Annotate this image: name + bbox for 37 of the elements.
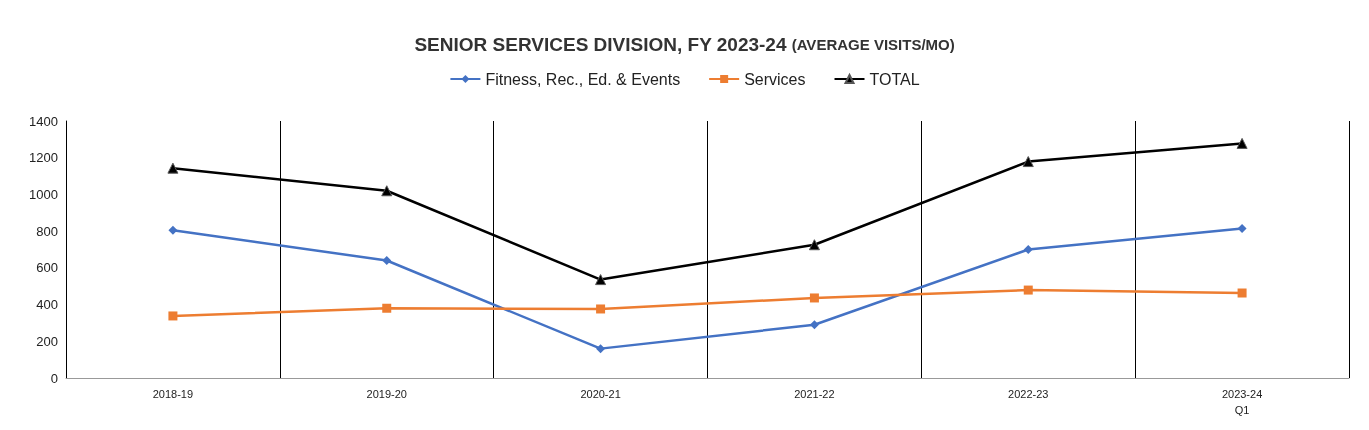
chart-subtitle: (AVERAGE VISITS/MO) xyxy=(791,36,955,53)
legend-label: TOTAL xyxy=(869,70,920,88)
x-tick-label: 2019-20 xyxy=(366,388,407,400)
point xyxy=(1023,285,1033,295)
point xyxy=(381,185,393,197)
x-tick-label: 2023-24 Q1 xyxy=(1221,388,1263,416)
y-tick-label: 400 xyxy=(36,297,58,313)
y-tick-label: 1200 xyxy=(29,150,58,166)
point xyxy=(168,225,178,235)
point xyxy=(809,293,819,303)
point xyxy=(1023,245,1033,254)
point xyxy=(1022,156,1034,168)
point xyxy=(1236,137,1248,149)
y-tick-label: 600 xyxy=(36,260,58,276)
point xyxy=(808,239,820,251)
point xyxy=(168,311,178,321)
y-tick-label: 0 xyxy=(50,370,58,386)
point xyxy=(595,274,607,286)
x-tick-label: 2022-23 xyxy=(1008,388,1049,400)
y-tick-label: 200 xyxy=(36,333,58,349)
point xyxy=(1237,223,1247,233)
x-tick-label: 2020-21 xyxy=(580,388,621,400)
point xyxy=(167,162,179,174)
point xyxy=(596,344,606,354)
legend-label: Fitness, Rec., Ed. & Events xyxy=(485,70,681,88)
point xyxy=(1237,288,1247,298)
point xyxy=(382,256,392,266)
chart-title: SENIOR SERVICES DIVISION, FY 2023-24 xyxy=(414,34,787,55)
point xyxy=(809,320,819,330)
point xyxy=(382,303,392,313)
y-tick-label: 1400 xyxy=(29,113,58,129)
y-tick-label: 1000 xyxy=(29,186,58,202)
y-tick-label: 800 xyxy=(36,223,58,239)
point xyxy=(596,304,606,314)
x-tick-label: 2018-19 xyxy=(152,388,194,400)
legend-label: Services xyxy=(744,70,806,88)
x-tick-label: 2021-22 xyxy=(794,388,835,400)
